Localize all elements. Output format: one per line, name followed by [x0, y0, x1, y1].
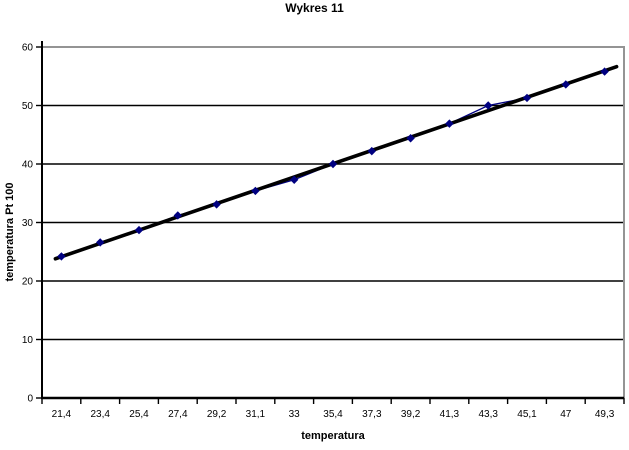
- data-point-marker: [561, 80, 570, 89]
- data-point-marker: [96, 238, 105, 247]
- x-tick-label: 45,1: [517, 409, 537, 420]
- x-tick-label: 41,3: [440, 409, 460, 420]
- x-axis-title: temperatura: [301, 430, 365, 442]
- y-tick-label: 50: [22, 101, 34, 112]
- x-tick-label: 47: [560, 409, 572, 420]
- y-axis-title: temperatura Pt 100: [4, 182, 16, 282]
- x-tick-label: 35,4: [323, 409, 343, 420]
- x-tick-label: 31,1: [246, 409, 266, 420]
- chart-title: Wykres 11: [285, 1, 344, 15]
- data-point-marker: [484, 101, 493, 110]
- y-tick-label: 40: [22, 160, 34, 171]
- x-tick-label: 37,3: [362, 409, 382, 420]
- y-tick-label: 20: [22, 277, 34, 288]
- data-point-marker: [445, 119, 454, 128]
- y-tick-label: 0: [27, 394, 33, 405]
- x-tick-label: 23,4: [90, 409, 110, 420]
- trendline: [53, 64, 619, 261]
- data-point-marker: [406, 134, 415, 143]
- data-point-marker: [367, 146, 376, 156]
- y-tick-label: 10: [22, 335, 34, 346]
- y-tick-label: 30: [22, 218, 34, 229]
- x-tick-label: 39,2: [401, 409, 421, 420]
- data-point-marker: [57, 252, 66, 261]
- x-tick-label: 27,4: [168, 409, 188, 420]
- data-point-marker: [173, 211, 182, 220]
- data-point-marker: [212, 200, 221, 209]
- data-point-marker: [251, 186, 260, 196]
- x-tick-label: 49,3: [595, 409, 615, 420]
- x-tick-label: 25,4: [129, 409, 149, 420]
- data-point-marker: [328, 159, 338, 169]
- x-tick-label: 43,3: [478, 409, 498, 420]
- x-tick-label: 33: [289, 409, 301, 420]
- data-point-marker: [290, 175, 299, 184]
- y-tick-label: 60: [22, 43, 34, 54]
- data-point-marker: [134, 225, 144, 235]
- data-point-marker: [600, 67, 609, 76]
- x-tick-label: 29,2: [207, 409, 227, 420]
- data-point-marker: [522, 93, 532, 103]
- x-tick-label: 21,4: [52, 409, 72, 420]
